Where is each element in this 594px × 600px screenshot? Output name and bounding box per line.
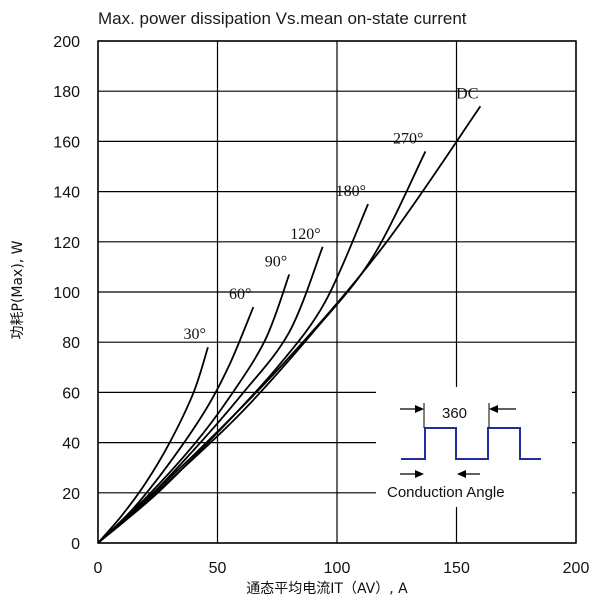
y-tick-label: 80 bbox=[62, 335, 80, 352]
series-line-1 bbox=[97, 306, 255, 544]
y-tick-label: 160 bbox=[53, 134, 80, 151]
x-tick-label: 100 bbox=[324, 560, 351, 577]
x-tick-label: 0 bbox=[94, 560, 103, 577]
y-tick-label: 40 bbox=[62, 436, 80, 453]
series-line-5 bbox=[97, 151, 427, 544]
period-arrow-right-head bbox=[489, 405, 498, 413]
angle-arrow-left-head bbox=[415, 470, 424, 478]
series-labels: 30° 60° 90°120° 180° 270° DC bbox=[184, 85, 479, 343]
conduction-angle-label: Conduction Angle bbox=[387, 484, 505, 501]
series-line-0 bbox=[97, 346, 209, 544]
y-tick-label: 120 bbox=[53, 235, 80, 252]
series-label-5: 270° bbox=[393, 130, 423, 147]
series-line-6 bbox=[97, 105, 482, 544]
chart-title: Max. power dissipation Vs.mean on-state … bbox=[98, 9, 467, 28]
series-line-2 bbox=[97, 274, 291, 544]
conduction-angle-inset: 360 Conduction Angle bbox=[376, 387, 572, 507]
x-tick-label: 50 bbox=[209, 560, 227, 577]
series-curves bbox=[97, 105, 482, 544]
series-label-4: 180° bbox=[336, 183, 366, 200]
y-tick-label: 20 bbox=[62, 486, 80, 503]
series-label-0: 30° bbox=[184, 326, 206, 343]
period-label: 360 bbox=[442, 405, 467, 422]
series-label-3: 120° bbox=[290, 226, 320, 243]
y-tick-label: 140 bbox=[53, 185, 80, 202]
series-line-3 bbox=[97, 246, 324, 544]
plot-frame bbox=[97, 40, 577, 544]
series-label-1: 60° bbox=[229, 286, 251, 303]
y-tick-label: 200 bbox=[53, 34, 80, 51]
y-tick-label: 100 bbox=[53, 285, 80, 302]
angle-arrow-right-head bbox=[457, 470, 466, 478]
series-label-6: DC bbox=[456, 85, 478, 102]
y-tick-label: 60 bbox=[62, 385, 80, 402]
y-tick-label: 0 bbox=[71, 536, 80, 553]
x-axis-label: 通态平均电流IT（AV）, A bbox=[246, 581, 408, 597]
x-tick-label: 150 bbox=[443, 560, 470, 577]
y-axis-ticks: 0 20 40 60 80 100 120 140 160 180 200 bbox=[53, 34, 80, 553]
period-arrow-left-head bbox=[415, 405, 424, 413]
series-label-2: 90° bbox=[265, 253, 287, 270]
x-axis-ticks: 0 50 100 150 200 bbox=[94, 560, 590, 577]
waveform-line bbox=[401, 427, 541, 460]
y-tick-label: 180 bbox=[53, 84, 80, 101]
y-axis-label: 功耗P(Max), W bbox=[10, 240, 26, 339]
inset-background bbox=[376, 387, 572, 507]
x-tick-label: 200 bbox=[563, 560, 590, 577]
